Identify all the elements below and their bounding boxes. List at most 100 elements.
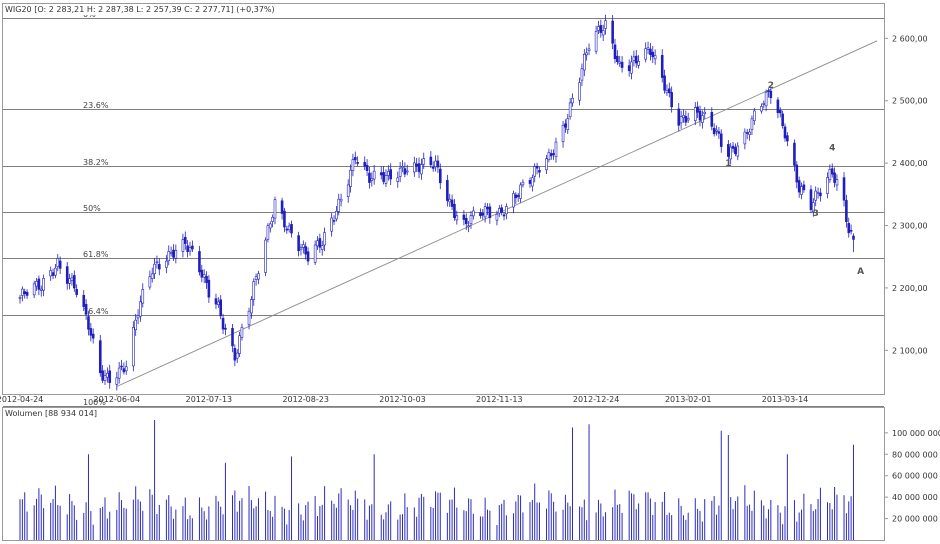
price-tick-label-1: 2 200,00: [892, 284, 928, 293]
candle-2012-11-28: [533, 166, 537, 177]
candle-2012-08-20: [297, 235, 300, 252]
candle-2013-02-28: [750, 118, 754, 130]
candle-2013-01-30: [682, 115, 685, 118]
candle-2012-12-21: [587, 48, 591, 51]
candle-2012-06-25: [165, 260, 168, 268]
candle-2012-09-07: [339, 198, 343, 202]
candle-2013-03-14: [783, 126, 787, 139]
candle-2012-12-12: [566, 118, 570, 130]
candle-2012-10-01: [396, 177, 400, 182]
candle-2013-02-26: [745, 132, 749, 134]
fib-label-1: 23.6%: [83, 101, 109, 110]
candle-2012-08-23: [304, 246, 307, 255]
candle-2012-08-01: [252, 281, 256, 300]
candle-2012-12-18: [580, 68, 584, 81]
candle-2013-03-28: [816, 191, 820, 194]
candle-2013-01-29: [679, 116, 683, 124]
candle-2013-01-14: [644, 48, 647, 60]
candle-2013-03-21: [800, 186, 803, 195]
candle-2012-10-26: [455, 215, 459, 221]
candle-2013-02-14: [717, 131, 721, 134]
candle-2012-09-27: [387, 171, 390, 176]
header-backdrop: [3, 4, 253, 15]
candle-2012-12-19: [583, 53, 586, 71]
candle-2012-12-11: [564, 123, 567, 128]
date-axis: 2012-04-24 2012-06-04 2012-07-13 2012-08-23…: [0, 394, 808, 404]
candle-2012-06-12: [134, 319, 137, 331]
candle-2012-11-01: [469, 215, 473, 225]
candle-2013-01-03: [618, 61, 622, 64]
candle-2013-01-08: [630, 61, 633, 74]
candle-2013-02-18: [727, 144, 730, 157]
candle-2013-04-09: [845, 200, 848, 222]
volume-tick-label-0: 20 000 000: [892, 515, 938, 524]
candle-2013-02-27: [748, 131, 751, 135]
candle-2012-08-13: [280, 200, 284, 214]
candle-2012-07-16: [214, 298, 218, 305]
candle-2013-02-11: [710, 112, 714, 127]
candle-2012-08-30: [320, 245, 324, 250]
candle-2012-12-06: [552, 153, 555, 155]
candle-2012-11-07: [483, 206, 487, 218]
candle-2012-10-15: [429, 156, 433, 166]
candle-2012-10-11: [420, 164, 423, 175]
candle-2012-09-14: [356, 162, 359, 164]
candle-2012-06-21: [155, 261, 159, 264]
price-tick-label-5: 2 600,00: [892, 34, 928, 43]
candle-2012-10-18: [436, 160, 440, 168]
volume-label: Wolumen: [5, 409, 42, 418]
candle-2013-02-04: [693, 107, 697, 121]
date-tick-label-7: 2013-02-01: [665, 395, 712, 404]
candle-2012-08-16: [287, 225, 291, 231]
candle-2012-12-27: [601, 30, 605, 36]
candle-2012-08-06: [264, 239, 267, 273]
candle-2012-05-07: [49, 270, 52, 277]
candle-2013-02-22: [736, 145, 740, 157]
wave-label-4: A: [857, 267, 864, 277]
candle-2012-10-30: [464, 218, 468, 225]
candle-2012-12-04: [547, 152, 551, 161]
candle-2012-11-21: [516, 195, 520, 197]
candle-2013-01-25: [670, 92, 673, 108]
candle-2012-11-06: [481, 212, 485, 216]
candle-2012-08-15: [285, 228, 289, 231]
candle-2012-05-23: [87, 316, 90, 330]
candle-2012-05-21: [82, 294, 86, 307]
candle-2012-05-30: [103, 375, 107, 381]
candle-2012-10-02: [398, 167, 402, 177]
candle-2012-10-03: [401, 166, 404, 168]
candle-2012-05-01: [35, 281, 38, 287]
candle-2013-02-12: [712, 127, 716, 135]
candle-2012-05-04: [42, 277, 45, 291]
candle-2012-08-03: [257, 273, 260, 280]
candle-2012-09-17: [363, 162, 367, 167]
candle-2013-03-26: [812, 202, 815, 212]
candle-2013-02-01: [686, 118, 690, 121]
candle-2013-01-18: [653, 55, 657, 60]
price-tick-label-2: 2 300,00: [892, 222, 928, 231]
candle-2012-05-15: [68, 278, 71, 284]
candle-2012-07-05: [188, 247, 192, 252]
candle-2012-09-03: [330, 217, 333, 232]
candle-2012-08-14: [283, 210, 286, 228]
candle-2012-12-25: [597, 26, 600, 31]
candle-2012-10-08: [413, 162, 416, 173]
candle-2013-01-24: [668, 88, 671, 94]
candle-2013-04-08: [842, 177, 846, 201]
candle-2012-07-03: [183, 236, 187, 244]
candle-2012-07-27: [240, 326, 244, 338]
candle-2013-01-23: [665, 90, 669, 94]
candle-2012-08-27: [313, 244, 317, 263]
candle-2013-03-25: [809, 189, 813, 210]
volume-axis: 20 000 000 40 000 000 60 000 000 80 000 000…: [884, 429, 940, 524]
price-tick-label-0: 2 100,00: [892, 346, 928, 355]
candle-2012-07-31: [250, 299, 253, 314]
candle-2013-02-15: [719, 133, 723, 147]
candle-2012-05-09: [54, 267, 57, 276]
candle-2012-06-15: [141, 289, 145, 304]
candle-2012-07-18: [219, 299, 222, 317]
candle-2013-03-15: [786, 135, 789, 142]
candle-2012-08-22: [302, 244, 305, 248]
price-axis: 2 100,00 2 200,00 2 300,00 2 400,00 2 500,00…: [884, 34, 928, 355]
wave-label-3: 4: [829, 144, 835, 154]
